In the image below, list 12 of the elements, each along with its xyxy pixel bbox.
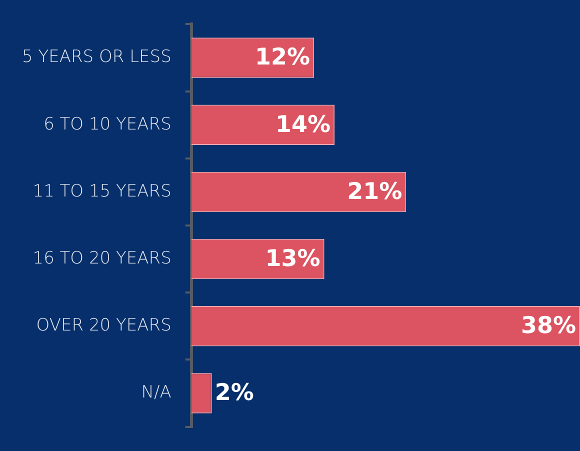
data-label: 14% <box>275 112 331 138</box>
data-label: 12% <box>255 44 310 71</box>
y-tick-label: 5 YEARS OR LESS <box>22 47 172 68</box>
y-tick-label: 11 TO 15 YEARS <box>32 181 172 202</box>
data-label: 21% <box>347 178 402 205</box>
data-label: 38% <box>520 313 576 340</box>
y-tick-label: 16 TO 20 YEARS <box>32 248 172 268</box>
data-label: 13% <box>265 246 320 272</box>
data-label: 2% <box>214 380 254 406</box>
y-tick-label: OVER 20 YEARS <box>36 316 172 336</box>
y-tick-label: N/A <box>141 382 172 403</box>
y-tick-label: 6 TO 10 YEARS <box>44 114 172 134</box>
